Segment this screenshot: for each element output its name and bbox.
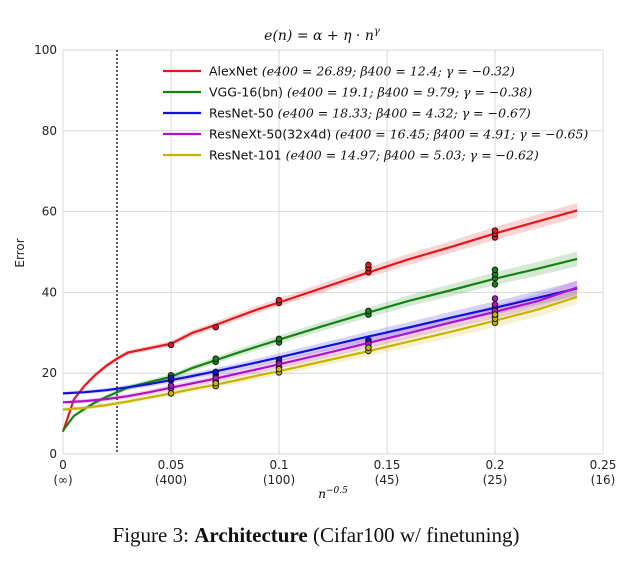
- x-tick-sublabel: (400): [155, 473, 187, 487]
- data-point: [212, 355, 219, 362]
- data-point: [167, 382, 175, 389]
- x-tick-label: 0.15: [374, 458, 401, 472]
- data-point: [491, 311, 499, 318]
- data-point: [365, 261, 372, 269]
- confidence-bands: [63, 203, 578, 434]
- data-point: [275, 296, 283, 304]
- confidence-band: [63, 203, 578, 434]
- x-tick-sublabel: (16): [591, 473, 616, 487]
- plot-area: [61, 49, 604, 455]
- legend: AlexNet (e400 = 26.89; β400 = 12.4; γ = …: [163, 64, 588, 163]
- x-tick-label: 0.2: [485, 458, 504, 472]
- data-point: [365, 344, 372, 351]
- data-point: [212, 374, 219, 382]
- confidence-band: [63, 251, 578, 433]
- data-point: [212, 323, 219, 331]
- data-point: [275, 335, 283, 343]
- data-point: [491, 295, 499, 302]
- data-point: [275, 365, 283, 373]
- series-curve: [62, 287, 578, 395]
- data-point: [212, 368, 219, 376]
- figure-caption: Figure 3: Architecture (Cifar100 w/ fine…: [113, 523, 520, 547]
- legend-entry: ResNet-101 (e400 = 14.97; β400 = 5.03; γ…: [209, 148, 539, 163]
- data-point: [491, 281, 499, 288]
- data-point: [491, 227, 499, 234]
- y-tick-label: 20: [42, 366, 57, 380]
- legend-entry: AlexNet (e400 = 26.89; β400 = 12.4; γ = …: [209, 64, 515, 79]
- y-tick-label: 100: [34, 43, 57, 57]
- x-tick-sublabel: (∞): [53, 473, 72, 487]
- x-axis-label: n−0.5: [318, 486, 348, 501]
- data-point: [212, 380, 219, 387]
- y-tick-label: 0: [49, 447, 57, 461]
- y-axis-label: Error: [13, 238, 27, 267]
- data-points: [167, 227, 499, 397]
- data-point: [491, 266, 499, 274]
- x-tick-sublabel: (45): [375, 473, 400, 487]
- data-point: [167, 374, 175, 382]
- x-tick-label: 0.1: [269, 458, 288, 472]
- x-tick-label: 0: [59, 458, 67, 472]
- x-axis-ticks: 0(∞) 0.05(400) 0.1(100) 0.15(45) 0.2(25) 0.25…: [53, 458, 616, 487]
- caption-suffix: (Cifar100 w/ finetuning): [313, 523, 519, 547]
- grid: [62, 49, 604, 455]
- y-axis-ticks: 0 20 40 60 80 100: [34, 43, 57, 461]
- plot-background: [62, 49, 604, 455]
- x-tick-label: 0.05: [158, 458, 185, 472]
- y-tick-label: 60: [42, 205, 57, 219]
- x-tick-sublabel: (25): [483, 473, 508, 487]
- legend-entry: ResNet-50 (e400 = 18.33; β400 = 4.32; γ …: [209, 106, 531, 121]
- x-tick-sublabel: (100): [263, 473, 295, 487]
- caption-bold: Architecture: [194, 523, 308, 547]
- data-point: [365, 307, 372, 315]
- y-tick-label: 40: [42, 285, 57, 299]
- series-curve: [62, 286, 578, 404]
- data-point: [167, 390, 175, 397]
- series-curve: [62, 295, 578, 411]
- data-point: [275, 360, 283, 367]
- caption-prefix: Figure 3:: [113, 523, 189, 547]
- data-point: [167, 341, 175, 349]
- legend-entry: VGG-16(bn) (e400 = 19.1; β400 = 9.79; γ …: [209, 85, 532, 100]
- chart-title: e(n) = α + η · nγ: [264, 26, 380, 44]
- x-tick-label: 0.25: [590, 458, 617, 472]
- y-tick-label: 80: [42, 124, 57, 138]
- data-point: [491, 301, 499, 308]
- legend-entry: ResNeXt-50(32x4d) (e400 = 16.45; β400 = …: [209, 127, 588, 142]
